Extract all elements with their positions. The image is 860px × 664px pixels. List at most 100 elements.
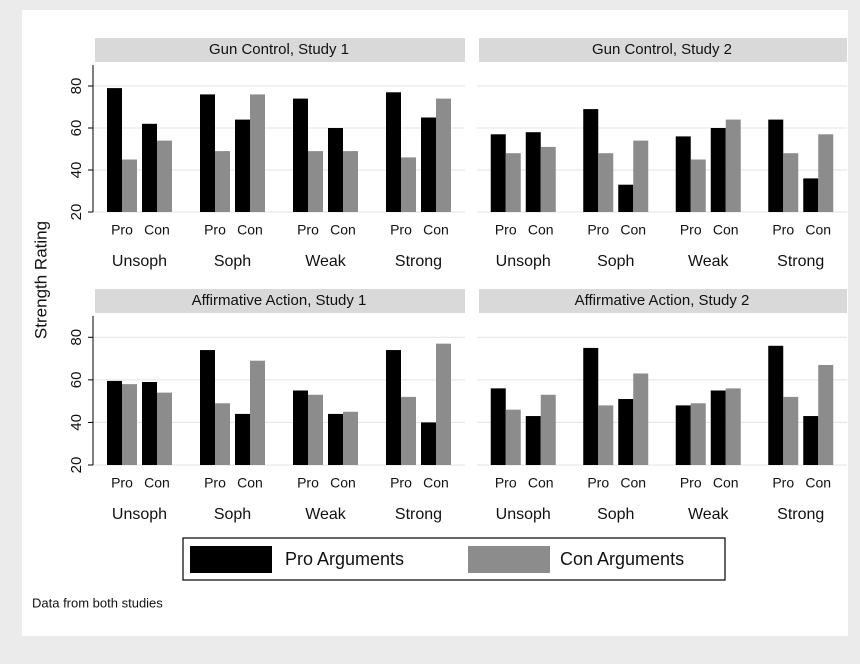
bar: [525, 132, 541, 212]
x-tick-label: Pro: [297, 475, 319, 491]
bar: [308, 394, 323, 465]
x-tick-label: Pro: [204, 475, 226, 491]
group-label: Soph: [597, 506, 634, 523]
bar: [142, 123, 157, 212]
bar: [675, 136, 691, 212]
bar: [583, 109, 599, 212]
bar: [490, 134, 506, 212]
group-label: Strong: [395, 506, 442, 523]
bar: [818, 364, 834, 465]
group-label: Weak: [305, 506, 347, 523]
y-tick-label: 20: [68, 204, 85, 221]
y-tick-label: 80: [68, 329, 85, 346]
bar: [308, 151, 323, 212]
group-label: Soph: [214, 506, 251, 523]
bar: [122, 159, 137, 212]
group-label: Unsoph: [112, 253, 167, 270]
x-tick-label: Con: [805, 222, 831, 238]
x-tick-label: Pro: [587, 475, 609, 491]
x-tick-label: Pro: [297, 222, 319, 238]
bar: [618, 184, 634, 212]
group-label: Unsoph: [496, 506, 551, 523]
bar: [386, 350, 401, 465]
y-tick-label: 60: [68, 372, 85, 389]
legend-label: Pro Arguments: [285, 549, 404, 569]
bar: [540, 146, 556, 212]
x-tick-label: Pro: [772, 475, 794, 491]
bar: [783, 153, 799, 212]
plot-background: [22, 10, 848, 636]
x-tick-label: Con: [620, 222, 646, 238]
y-tick-label: 20: [68, 457, 85, 474]
bar: [122, 384, 137, 465]
group-label: Strong: [777, 253, 824, 270]
bar: [386, 92, 401, 212]
x-tick-label: Con: [423, 475, 449, 491]
panel-header: [479, 38, 847, 62]
x-tick-label: Con: [528, 475, 554, 491]
x-tick-label: Con: [713, 222, 739, 238]
panel-header: [95, 38, 465, 62]
panel-title: Affirmative Action, Study 1: [192, 292, 367, 309]
y-tick-label: 80: [68, 78, 85, 95]
group-label: Soph: [597, 253, 634, 270]
x-tick-label: Con: [423, 222, 449, 238]
bar: [598, 405, 614, 465]
bar: [421, 117, 436, 212]
bar: [768, 345, 784, 465]
bar: [328, 413, 343, 465]
panel-title: Affirmative Action, Study 2: [575, 292, 750, 309]
x-tick-label: Con: [330, 475, 356, 491]
panel-header: [479, 289, 847, 313]
bar: [633, 140, 649, 212]
group-label: Weak: [688, 253, 730, 270]
x-tick-label: Pro: [111, 475, 133, 491]
bar: [690, 159, 706, 212]
group-label: Soph: [214, 253, 251, 270]
y-tick-label: 40: [68, 162, 85, 179]
bar: [583, 347, 599, 465]
legend-label: Con Arguments: [560, 549, 684, 569]
bar: [107, 380, 122, 465]
bar: [235, 119, 250, 212]
legend-swatch: [190, 546, 272, 573]
note: Data from both studies: [32, 595, 163, 610]
bar: [505, 409, 521, 465]
x-tick-label: Pro: [204, 222, 226, 238]
bar: [421, 422, 436, 465]
group-label: Weak: [688, 506, 730, 523]
bar: [343, 151, 358, 212]
bar: [235, 413, 250, 465]
bar: [215, 151, 230, 212]
bar: [803, 416, 819, 465]
bar: [343, 411, 358, 465]
bar: [675, 405, 691, 465]
bar: [215, 403, 230, 465]
bar: [783, 396, 799, 465]
bar: [157, 392, 172, 465]
bar: [525, 416, 541, 465]
bar: [250, 360, 265, 465]
bar: [107, 88, 122, 212]
x-tick-label: Pro: [390, 222, 412, 238]
x-tick-label: Con: [528, 222, 554, 238]
x-tick-label: Pro: [495, 222, 517, 238]
x-tick-label: Con: [805, 475, 831, 491]
y-tick-label: 40: [68, 414, 85, 431]
bar: [725, 388, 741, 465]
group-label: Strong: [777, 506, 824, 523]
bar: [401, 157, 416, 212]
x-tick-label: Pro: [111, 222, 133, 238]
x-tick-label: Con: [713, 475, 739, 491]
x-tick-label: Con: [330, 222, 356, 238]
bar: [142, 381, 157, 465]
bar: [710, 128, 726, 212]
legend: [182, 537, 726, 581]
bar: [490, 388, 506, 465]
group-label: Unsoph: [112, 506, 167, 523]
bar: [200, 94, 215, 212]
group-label: Unsoph: [496, 253, 551, 270]
bar: [200, 350, 215, 465]
x-tick-label: Pro: [495, 475, 517, 491]
